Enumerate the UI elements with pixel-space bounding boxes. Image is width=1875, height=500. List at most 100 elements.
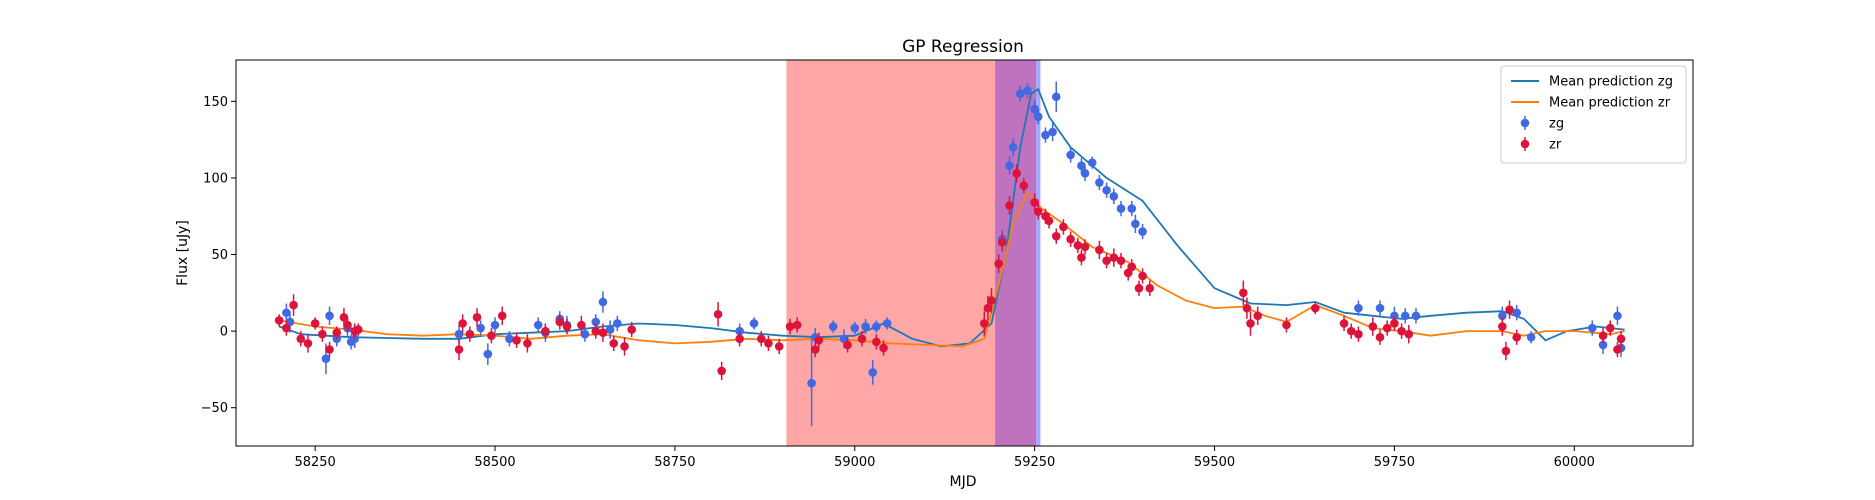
- data-point-zr: [1505, 305, 1514, 314]
- legend-label: zr: [1549, 138, 1562, 153]
- x-tick-label: 59250: [1014, 455, 1055, 470]
- data-point-zr: [1051, 231, 1061, 241]
- data-point-zg: [1109, 192, 1119, 201]
- data-point-zr: [764, 339, 773, 348]
- data-point-zr: [598, 328, 608, 337]
- data-point-zr: [1109, 253, 1119, 262]
- data-point-zr: [1382, 323, 1392, 333]
- y-tick-label: 50: [211, 248, 228, 263]
- legend-label: Mean prediction zg: [1549, 75, 1673, 90]
- data-point-zr: [343, 320, 352, 330]
- data-point-zr: [274, 316, 284, 325]
- x-axis-ticks: 58250 58500 58750 59000 59250 59500 59750 60000: [294, 446, 1595, 470]
- data-point-zg: [282, 308, 291, 318]
- data-point-zg: [490, 320, 500, 330]
- data-point-zg: [1077, 161, 1086, 170]
- data-point-zr: [1605, 323, 1615, 333]
- x-tick-label: 58250: [294, 455, 335, 470]
- y-axis-label: Flux [uJy]: [175, 220, 191, 286]
- data-point-zr: [1134, 283, 1144, 293]
- data-point-zr: [332, 328, 342, 337]
- data-point-zr: [1616, 334, 1626, 344]
- data-point-zg: [828, 322, 838, 331]
- data-point-zr: [620, 342, 629, 351]
- data-point-zr: [979, 319, 989, 328]
- data-point-zg: [861, 322, 870, 331]
- data-point-zr: [303, 339, 313, 348]
- data-point-zg: [483, 349, 493, 359]
- data-point-zr: [458, 319, 467, 328]
- data-point-zr: [282, 323, 291, 333]
- data-point-zg: [476, 323, 485, 333]
- x-tick-label: 59500: [1194, 455, 1235, 470]
- data-point-zg: [1051, 92, 1061, 102]
- data-point-zg: [1131, 219, 1140, 229]
- data-point-zg: [1030, 104, 1039, 114]
- shaded-region: [995, 60, 1037, 446]
- data-point-zr: [1346, 326, 1356, 336]
- data-point-zr: [872, 337, 881, 347]
- data-point-zg: [605, 325, 615, 334]
- data-point-zr: [487, 331, 496, 341]
- data-point-zr: [1127, 262, 1137, 272]
- data-point-zr: [756, 334, 766, 344]
- data-point-zr: [1066, 234, 1075, 244]
- data-point-zr: [1498, 322, 1507, 331]
- data-point-zr: [562, 322, 572, 331]
- data-point-zr: [857, 334, 867, 344]
- legend: Mean prediction zg Mean prediction zr zg zr: [1500, 65, 1687, 164]
- data-point-zr: [555, 317, 565, 327]
- data-point-zg: [1048, 127, 1057, 137]
- observation-points: [274, 81, 1626, 427]
- data-point-zg: [868, 368, 878, 377]
- data-point-zg: [1095, 178, 1104, 187]
- data-point-zr: [1354, 329, 1363, 339]
- data-point-zr: [1095, 245, 1104, 255]
- data-point-zg: [505, 334, 514, 344]
- data-point-zg: [1023, 86, 1032, 95]
- data-point-zr: [1501, 346, 1511, 356]
- data-point-zr: [994, 259, 1003, 269]
- shaded-region: [1036, 60, 1041, 446]
- chart-title: GP Regression: [902, 37, 1024, 57]
- data-point-zr: [1397, 326, 1406, 336]
- data-point-zr: [591, 326, 601, 336]
- data-point-zg: [1041, 130, 1050, 140]
- data-point-zg: [533, 320, 543, 330]
- data-point-zr: [339, 313, 349, 322]
- data-point-zr: [774, 342, 784, 351]
- data-point-zr: [1080, 242, 1090, 252]
- legend-swatch-marker: [1520, 139, 1530, 149]
- data-point-zr: [1030, 198, 1039, 207]
- data-point-zg: [1598, 340, 1608, 350]
- data-point-zr: [1310, 303, 1320, 313]
- x-tick-label: 58750: [654, 455, 695, 470]
- data-point-zr: [1375, 332, 1385, 342]
- data-point-zg: [1411, 311, 1421, 321]
- data-point-zg: [580, 329, 590, 339]
- data-point-zg: [1354, 303, 1363, 313]
- data-point-zg: [325, 311, 334, 321]
- data-point-zr: [523, 339, 532, 348]
- data-point-zg: [807, 378, 816, 388]
- data-point-zr: [1404, 329, 1414, 339]
- data-point-zg: [1005, 161, 1014, 170]
- data-point-zg: [321, 354, 331, 363]
- x-axis-label: MJD: [950, 474, 977, 490]
- legend-box: [1500, 65, 1687, 164]
- data-point-zg: [749, 319, 759, 328]
- shaded-region: [786, 60, 996, 446]
- data-point-zr: [713, 309, 723, 319]
- y-tick-label: 0: [220, 325, 228, 340]
- data-point-zg: [882, 319, 892, 328]
- data-point-zr: [1005, 201, 1014, 210]
- data-point-zr: [1242, 303, 1252, 313]
- data-point-zr: [879, 343, 888, 353]
- y-tick-label: 100: [203, 171, 228, 186]
- plot-frame: [235, 59, 1694, 447]
- data-point-zg: [1512, 308, 1522, 318]
- data-point-zg: [1613, 311, 1622, 321]
- legend-swatch-marker: [1520, 118, 1530, 128]
- y-axis-ticks: −50 0 50 100 150: [201, 95, 236, 416]
- data-point-zg: [1080, 169, 1090, 178]
